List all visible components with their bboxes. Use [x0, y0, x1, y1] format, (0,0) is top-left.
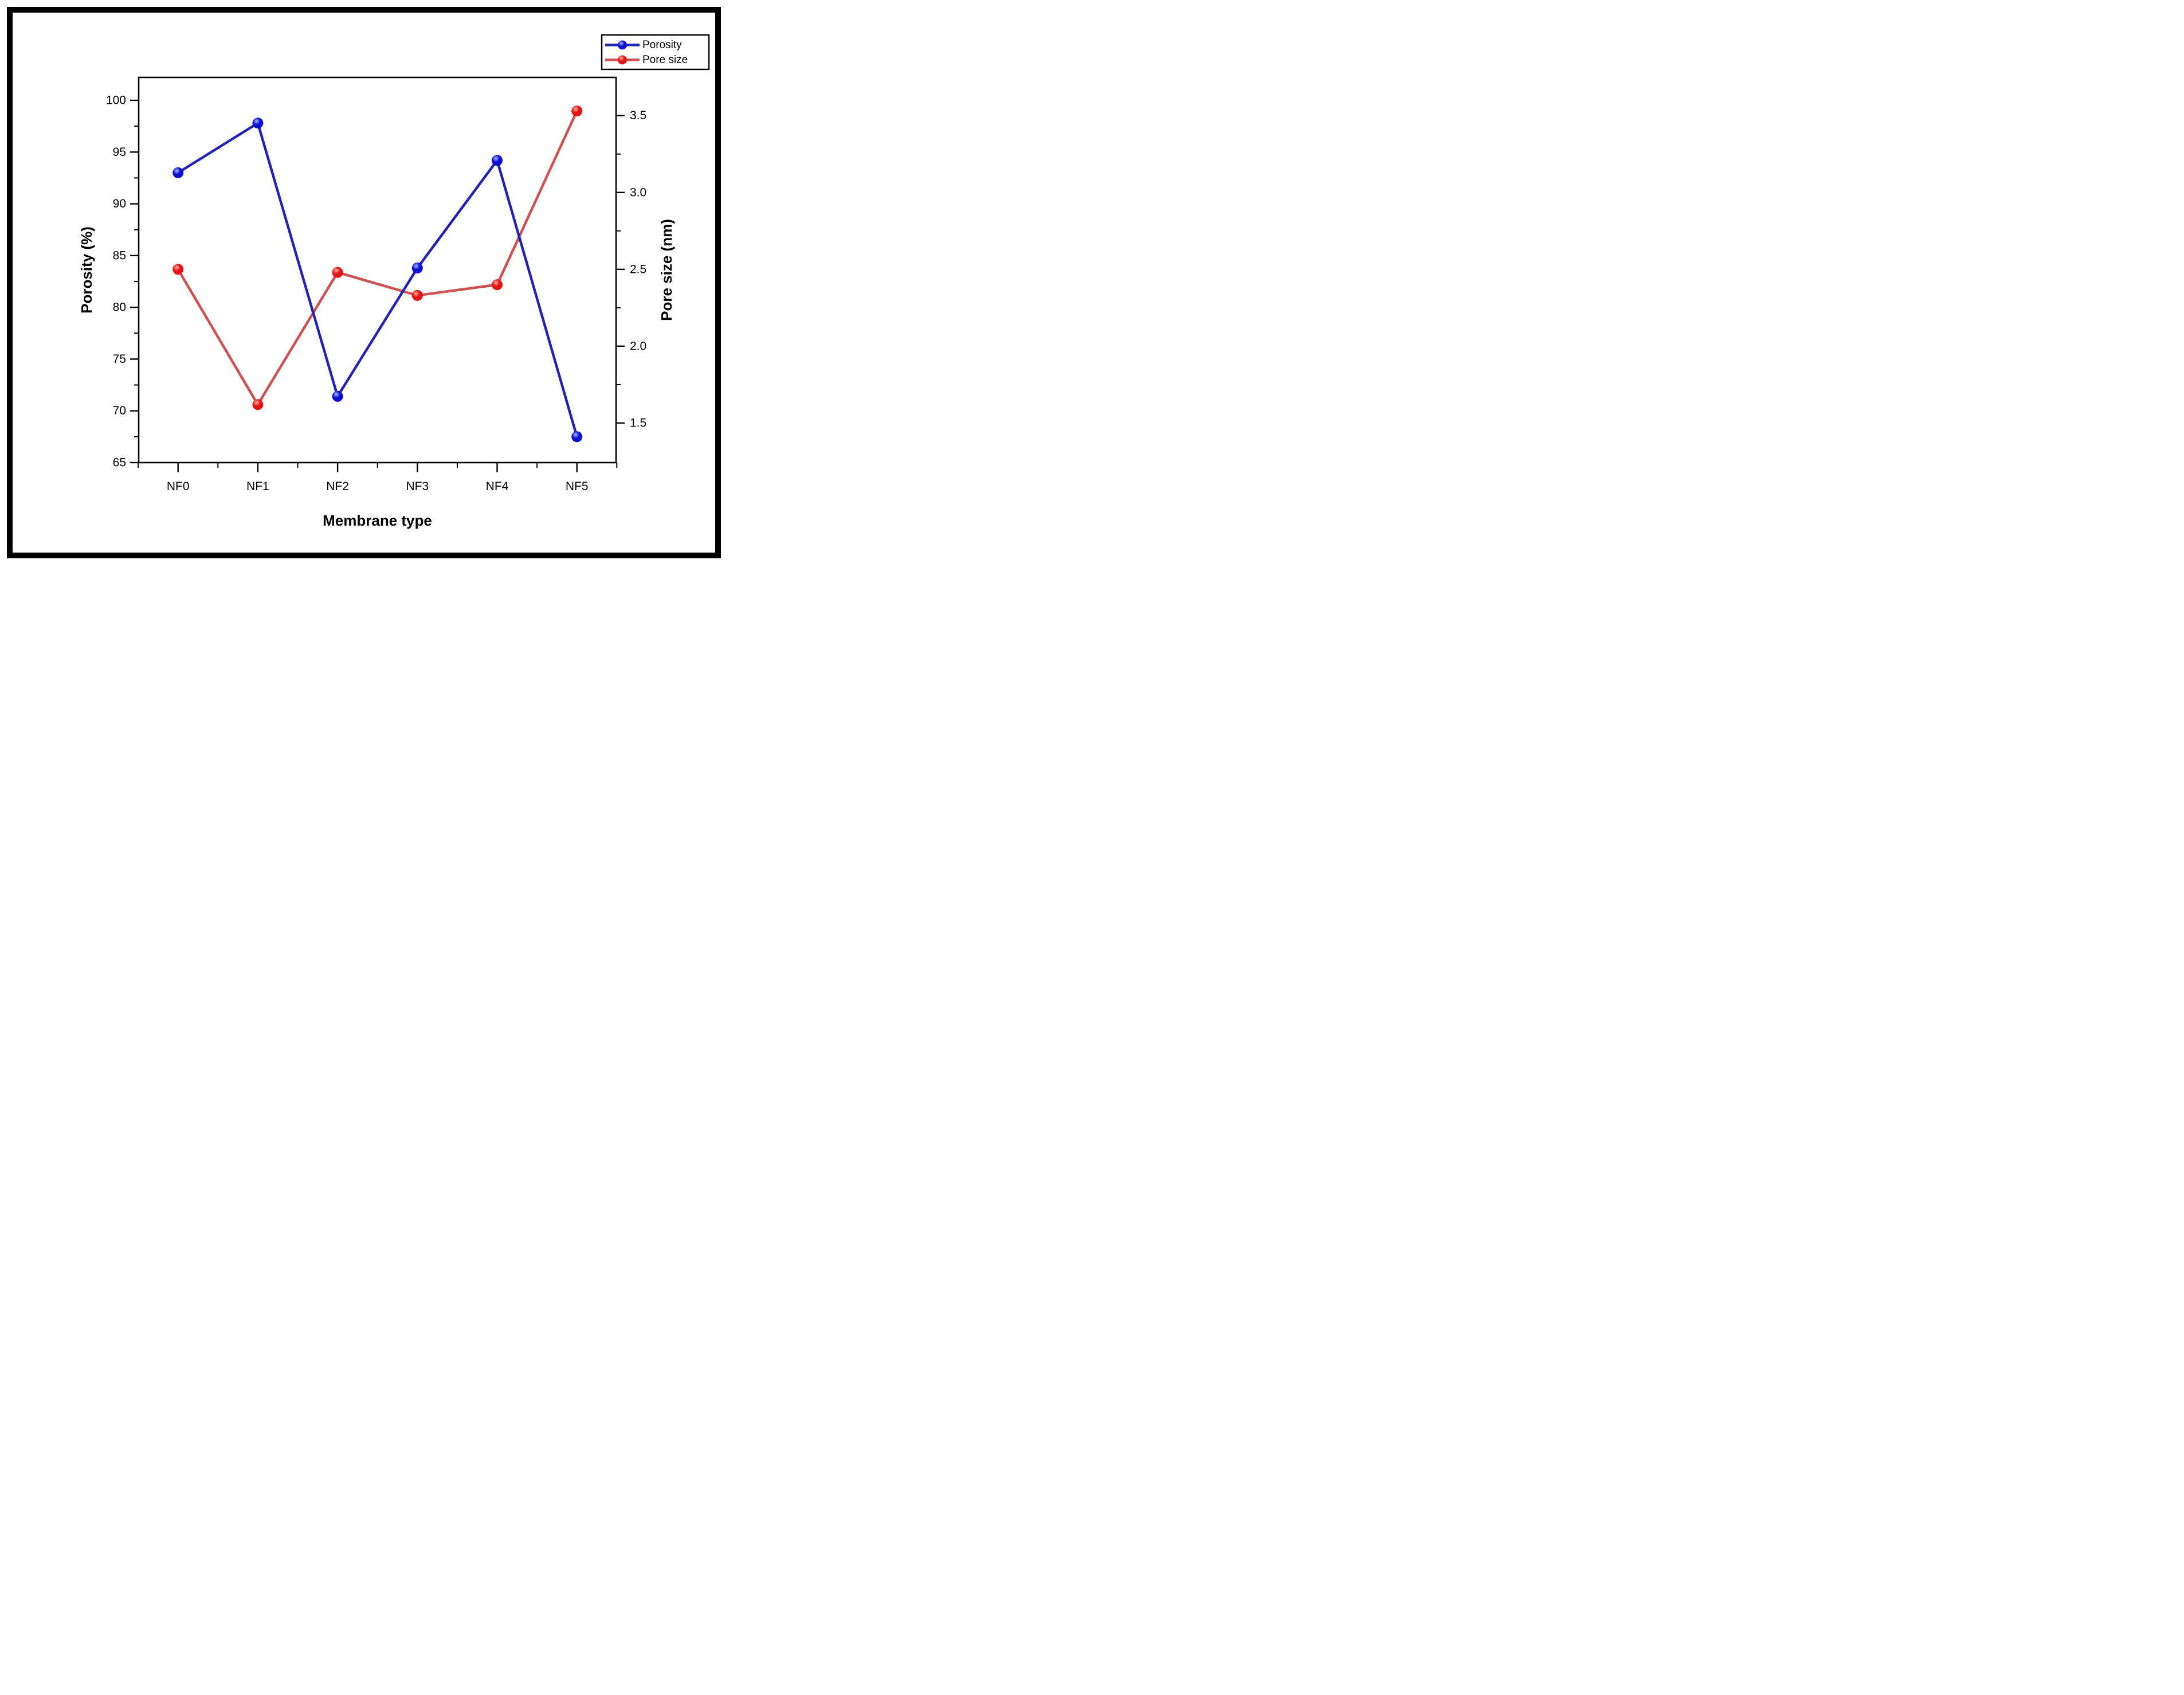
left-axis-tick-label: 100	[106, 94, 126, 107]
figure: 100 95 90 85 80 75 70 65 3.5 3.0 2.5 2.0 1.5 NF0 NF1 NF…	[0, 0, 728, 565]
series-line-pore-size	[177, 110, 578, 406]
data-point-porosity-nf5[interactable]	[571, 431, 583, 443]
left-axis-tick-label: 95	[113, 146, 126, 159]
x-axis-category-label: NF4	[486, 480, 509, 493]
x-axis-category-label: NF1	[246, 480, 269, 493]
data-point-porosity-nf2[interactable]	[332, 390, 343, 402]
x-axis-category-label: NF2	[326, 480, 349, 493]
data-point-porosity-nf0[interactable]	[172, 167, 184, 178]
right-axis-tick-label: 2.0	[630, 339, 646, 353]
legend-marker-porosity	[618, 40, 627, 50]
left-axis-tick-label: 70	[113, 404, 126, 417]
right-axis-title: Pore size (nm)	[658, 219, 675, 321]
x-axis-category-label: NF3	[406, 480, 429, 493]
data-point-porosity-nf3[interactable]	[411, 263, 423, 274]
data-point-pore-size-nf4[interactable]	[492, 279, 503, 291]
left-axis-tick-label: 90	[113, 197, 126, 210]
left-axis-tick-label: 65	[113, 456, 126, 469]
left-axis-tick-label: 80	[113, 301, 126, 314]
figure-border	[7, 7, 721, 558]
right-axis-tick-label: 2.5	[630, 263, 646, 276]
legend-box[interactable]	[601, 34, 710, 71]
left-axis-tick-label: 75	[113, 353, 126, 366]
series-line-porosity	[177, 122, 578, 437]
data-point-pore-size-nf2[interactable]	[332, 267, 343, 278]
data-point-pore-size-nf3[interactable]	[411, 289, 423, 301]
data-point-porosity-nf1[interactable]	[252, 118, 264, 129]
data-point-pore-size-nf5[interactable]	[571, 105, 583, 117]
data-point-pore-size-nf1[interactable]	[252, 399, 264, 410]
right-axis-tick-label: 3.0	[630, 186, 646, 199]
legend-label-porosity[interactable]: Porosity	[642, 39, 682, 51]
right-axis-tick-label: 3.5	[630, 109, 646, 122]
left-axis-tick-label: 85	[113, 249, 126, 262]
x-axis-title: Membrane type	[323, 512, 432, 529]
plot-area-border	[138, 76, 617, 464]
data-point-pore-size-nf0[interactable]	[172, 264, 184, 275]
data-point-porosity-nf4[interactable]	[492, 155, 503, 166]
legend-marker-pore-size	[618, 55, 627, 65]
left-axis-title: Porosity (%)	[78, 226, 95, 314]
legend-label-pore-size[interactable]: Pore size	[642, 54, 688, 66]
right-axis-tick-label: 1.5	[630, 417, 646, 430]
x-axis-category-label: NF0	[167, 480, 190, 493]
x-axis-category-label: NF5	[566, 480, 589, 493]
chart-canvas: 100 95 90 85 80 75 70 65 3.5 3.0 2.5 2.0 1.5 NF0 NF1 NF…	[7, 7, 721, 558]
